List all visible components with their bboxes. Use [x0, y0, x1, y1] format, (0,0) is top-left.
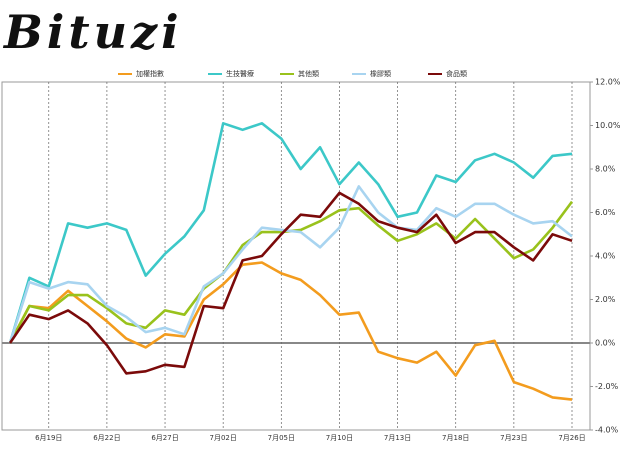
legend-label: 加權指數	[136, 69, 164, 78]
y-tick-label: 6.0%	[595, 208, 616, 217]
y-tick-label: 10.0%	[595, 121, 620, 130]
series-line	[8, 185, 573, 344]
y-tick-label: 12.0%	[595, 78, 620, 87]
series-line	[8, 261, 573, 401]
x-tick-label: 6月27日	[151, 434, 178, 442]
x-tick-label: 6月19日	[35, 434, 62, 442]
y-tick-label: 4.0%	[595, 252, 616, 261]
y-tick-label: -4.0%	[595, 426, 619, 435]
series-line	[8, 191, 573, 375]
x-tick-label: 7月18日	[442, 434, 469, 442]
plot-frame	[1, 81, 591, 431]
x-tick-label: 7月23日	[500, 434, 527, 442]
legend-label: 其他類	[298, 69, 319, 78]
x-tick-label: 7月26日	[558, 434, 585, 442]
y-tick-label: 8.0%	[595, 165, 616, 174]
series-line	[8, 122, 573, 344]
y-tick-label: -2.0%	[595, 382, 619, 391]
legend-label: 生技醫療	[226, 69, 254, 78]
legend-label: 食品類	[446, 69, 467, 78]
legend-label: 橡膠類	[370, 69, 391, 78]
y-tick-label: 2.0%	[595, 295, 616, 304]
x-tick-label: 6月22日	[93, 434, 120, 442]
x-tick-label: 7月13日	[384, 434, 411, 442]
y-tick-label: 0.0%	[595, 339, 616, 348]
logo: Bituzi	[2, 5, 183, 59]
x-tick-label: 7月02日	[209, 434, 236, 442]
x-tick-label: 7月10日	[326, 434, 353, 442]
x-tick-label: 7月05日	[268, 434, 295, 442]
